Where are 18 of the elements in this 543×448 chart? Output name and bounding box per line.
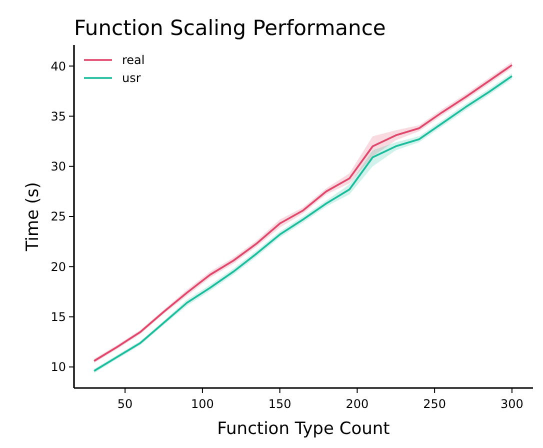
y-tick-label: 25 xyxy=(50,210,66,224)
y-tick-label: 10 xyxy=(50,360,66,374)
y-tick-label: 15 xyxy=(50,310,66,324)
chart-title: Function Scaling Performance xyxy=(74,16,386,40)
y-tick-label: 20 xyxy=(50,260,66,274)
x-tick-label: 300 xyxy=(500,397,524,411)
x-tick-label: 100 xyxy=(190,397,214,411)
legend-label: usr xyxy=(122,71,141,86)
y-tick-label: 30 xyxy=(50,160,66,174)
x-tick-label: 50 xyxy=(117,397,133,411)
y-tick-label: 40 xyxy=(50,59,66,74)
legend-label: real xyxy=(122,53,145,68)
y-axis-title: Time (s) xyxy=(23,182,43,252)
x-axis-title: Function Type Count xyxy=(217,419,390,439)
y-tick-label: 35 xyxy=(50,109,66,124)
x-tick-label: 150 xyxy=(268,397,292,411)
x-tick-label: 200 xyxy=(346,397,369,411)
x-tick-label: 250 xyxy=(423,397,446,411)
